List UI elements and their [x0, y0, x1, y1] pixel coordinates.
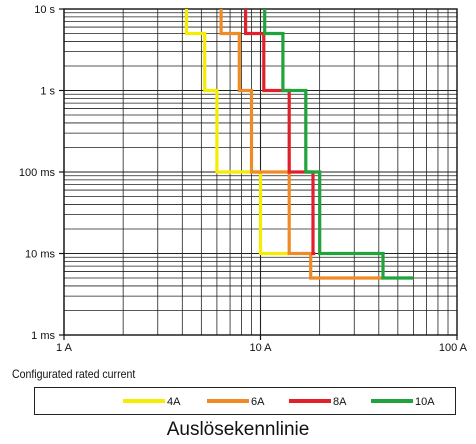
legend-label-6A: 6A: [251, 396, 265, 408]
legend-label-4A: 4A: [167, 396, 181, 408]
series-line-10A: [263, 9, 414, 280]
legend: 4A 6A 8A 10A: [34, 387, 456, 415]
legend-svg: 4A 6A 8A 10A: [123, 396, 435, 408]
series-line-6A: [219, 9, 383, 280]
legend-label-8A: 8A: [333, 396, 347, 408]
x-tick-label: 100 A: [439, 342, 468, 354]
x-tick-label: 10 A: [249, 342, 272, 354]
y-tick-label: 1 s: [40, 86, 55, 98]
y-tick-label: 10 s: [34, 4, 55, 16]
x-axis-label: Configurated rated current: [12, 367, 136, 381]
trip-curve-chart: 10 s 1 s 100 ms 10 ms 1 ms1 A 10 A 100 A: [19, 4, 468, 354]
legend-label-10A: 10A: [415, 396, 435, 408]
x-tick-label: 1 A: [56, 342, 73, 354]
y-tick-label: 100 ms: [19, 167, 56, 179]
y-tick-label: 1 ms: [31, 330, 55, 342]
y-tick-label: 10 ms: [25, 249, 55, 261]
series-line-4A: [184, 9, 290, 256]
chart-caption: Auslösekennlinie: [166, 419, 310, 440]
